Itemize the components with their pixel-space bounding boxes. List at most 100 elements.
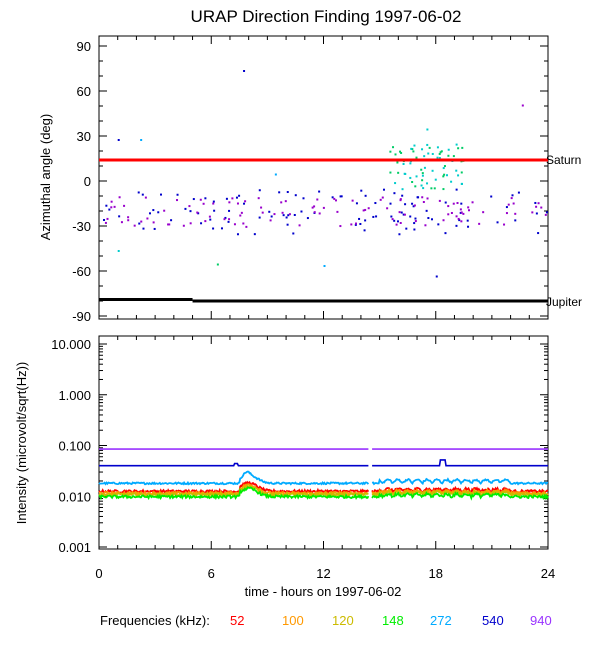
azimuth-point — [443, 165, 446, 168]
azimuth-point — [396, 220, 399, 223]
azimuth-point — [544, 213, 547, 216]
azimuth-point — [410, 147, 413, 150]
azimuth-point — [243, 202, 246, 205]
azimuth-point — [420, 168, 423, 171]
azimuth-point — [300, 210, 303, 213]
azimuth-point — [402, 162, 405, 165]
azimuth-point — [510, 197, 513, 200]
azimuth-point — [313, 205, 316, 208]
azimuth-point — [399, 150, 402, 153]
azimuth-point — [433, 187, 436, 190]
azimuth-point — [398, 233, 401, 236]
azimuth-point — [245, 225, 248, 228]
azimuth-outlier-point — [274, 173, 277, 176]
azimuth-point — [238, 194, 241, 197]
azimuth-point — [414, 220, 417, 223]
azimuth-point — [340, 195, 343, 198]
azimuth-point — [118, 196, 121, 199]
azimuth-point — [514, 219, 517, 222]
azimuth-point — [468, 209, 471, 212]
azimuth-point — [182, 224, 185, 227]
azimuth-point — [430, 218, 433, 221]
azimuth-point — [225, 197, 228, 200]
azimuth-point — [362, 209, 365, 212]
azimuth-point — [400, 151, 403, 154]
azimuth-point — [467, 206, 470, 209]
azimuth-point — [395, 223, 398, 226]
azimuth-point — [120, 221, 123, 224]
azimuth-point — [540, 206, 543, 209]
azimuth-point — [452, 202, 455, 205]
azimuth-point — [427, 152, 430, 155]
azimuth-point — [273, 213, 276, 216]
intensity-y-tick-label: 0.001 — [58, 540, 91, 555]
azimuth-point — [293, 213, 296, 216]
azimuth-point — [212, 200, 215, 203]
azimuth-point — [412, 205, 415, 208]
azimuth-point — [176, 199, 179, 202]
azimuth-point — [244, 200, 247, 203]
azimuth-point — [389, 171, 392, 174]
azimuth-point — [316, 198, 319, 201]
azimuth-point — [281, 211, 284, 214]
azimuth-point — [447, 213, 450, 216]
azimuth-point — [334, 199, 337, 202]
intensity-x-tick-label: 18 — [429, 566, 443, 581]
azimuth-point — [350, 223, 353, 226]
azimuth-point — [386, 207, 389, 210]
azimuth-point — [228, 201, 231, 204]
azimuth-point — [189, 222, 192, 225]
legend-item-940khz: 940 — [530, 613, 552, 628]
azimuth-point — [447, 154, 450, 157]
azimuth-point — [442, 219, 445, 222]
azimuth-point — [389, 202, 392, 205]
azimuth-point — [398, 211, 401, 214]
azimuth-point — [176, 193, 179, 196]
azimuth-point — [363, 229, 366, 232]
azimuth-point — [401, 194, 404, 197]
azimuth-outlier-point — [323, 265, 326, 267]
azimuth-point — [442, 175, 445, 178]
azimuth-point — [127, 216, 130, 219]
azimuth-point — [394, 153, 397, 156]
azimuth-y-tick-label: -30 — [72, 219, 91, 234]
azimuth-point — [318, 212, 321, 215]
azimuth-point — [460, 202, 463, 205]
azimuth-outlier-point — [216, 263, 219, 266]
azimuth-outlier-point — [117, 250, 120, 252]
azimuth-point — [220, 227, 223, 230]
azimuth-point — [455, 169, 458, 172]
azimuth-point — [439, 151, 442, 154]
azimuth-point — [144, 196, 147, 199]
legend-item-100khz: 100 — [282, 613, 304, 628]
azimuth-point — [213, 209, 216, 212]
azimuth-y-tick-label: -60 — [72, 264, 91, 279]
azimuth-point — [137, 191, 140, 194]
azimuth-point — [405, 227, 408, 230]
azimuth-point — [415, 175, 418, 178]
azimuth-point — [103, 218, 106, 221]
chart-title: URAP Direction Finding 1997-06-02 — [191, 7, 462, 26]
intensity-y-tick-label: 0.100 — [58, 439, 91, 454]
intensity-y-axis-label: Intensity (microvolt/sqrt(Hz)) — [14, 362, 29, 525]
azimuth-point — [358, 217, 361, 220]
azimuth-point — [460, 220, 463, 223]
azimuth-point — [141, 193, 144, 196]
azimuth-point — [231, 197, 234, 200]
azimuth-point — [105, 204, 108, 207]
azimuth-point — [436, 156, 439, 159]
azimuth-point — [421, 174, 424, 177]
azimuth-point — [496, 221, 499, 224]
azimuth-y-tick-label: -90 — [72, 309, 91, 324]
azimuth-outlier-point — [243, 70, 246, 72]
azimuth-point — [202, 202, 205, 205]
azimuth-point — [148, 212, 151, 215]
azimuth-point — [208, 215, 211, 218]
azimuth-point — [457, 147, 460, 150]
azimuth-point — [298, 224, 301, 227]
azimuth-point — [393, 192, 396, 195]
azimuth-point — [413, 228, 416, 231]
azimuth-point — [153, 227, 156, 230]
azimuth-point — [423, 166, 426, 169]
azimuth-point — [355, 202, 358, 205]
